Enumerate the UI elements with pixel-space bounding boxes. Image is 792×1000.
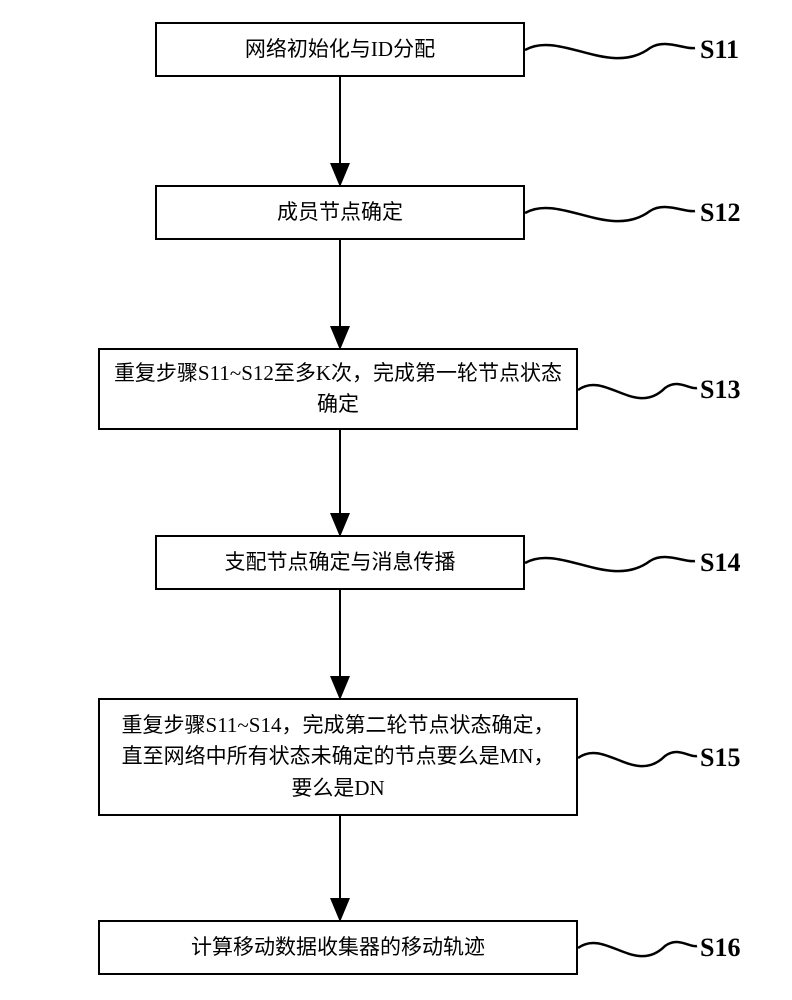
connector-overlay (0, 0, 792, 1000)
node-text: 计算移动数据收集器的移动轨迹 (191, 932, 485, 964)
node-text: 重复步骤S11~S12至多K次，完成第一轮节点状态确定 (112, 358, 564, 421)
step-label-s16: S16 (700, 933, 740, 963)
step-label-s12: S12 (700, 198, 740, 228)
node-text: 支配节点确定与消息传播 (225, 547, 456, 579)
step-label-s14: S14 (700, 548, 740, 578)
step-label-s13: S13 (700, 375, 740, 405)
flow-node-s11: 网络初始化与ID分配 (155, 22, 525, 77)
flow-node-s16: 计算移动数据收集器的移动轨迹 (98, 920, 578, 975)
flow-node-s12: 成员节点确定 (155, 185, 525, 240)
node-text: 成员节点确定 (277, 197, 403, 229)
node-text: 重复步骤S11~S14，完成第二轮节点状态确定，直至网络中所有状态未确定的节点要… (112, 710, 564, 805)
step-label-s15: S15 (700, 743, 740, 773)
flow-node-s14: 支配节点确定与消息传播 (155, 535, 525, 590)
flow-node-s13: 重复步骤S11~S12至多K次，完成第一轮节点状态确定 (98, 348, 578, 430)
flowchart-canvas: 网络初始化与ID分配 成员节点确定 重复步骤S11~S12至多K次，完成第一轮节… (0, 0, 792, 1000)
flow-node-s15: 重复步骤S11~S14，完成第二轮节点状态确定，直至网络中所有状态未确定的节点要… (98, 698, 578, 816)
step-label-s11: S11 (700, 35, 739, 65)
node-text: 网络初始化与ID分配 (245, 34, 435, 66)
